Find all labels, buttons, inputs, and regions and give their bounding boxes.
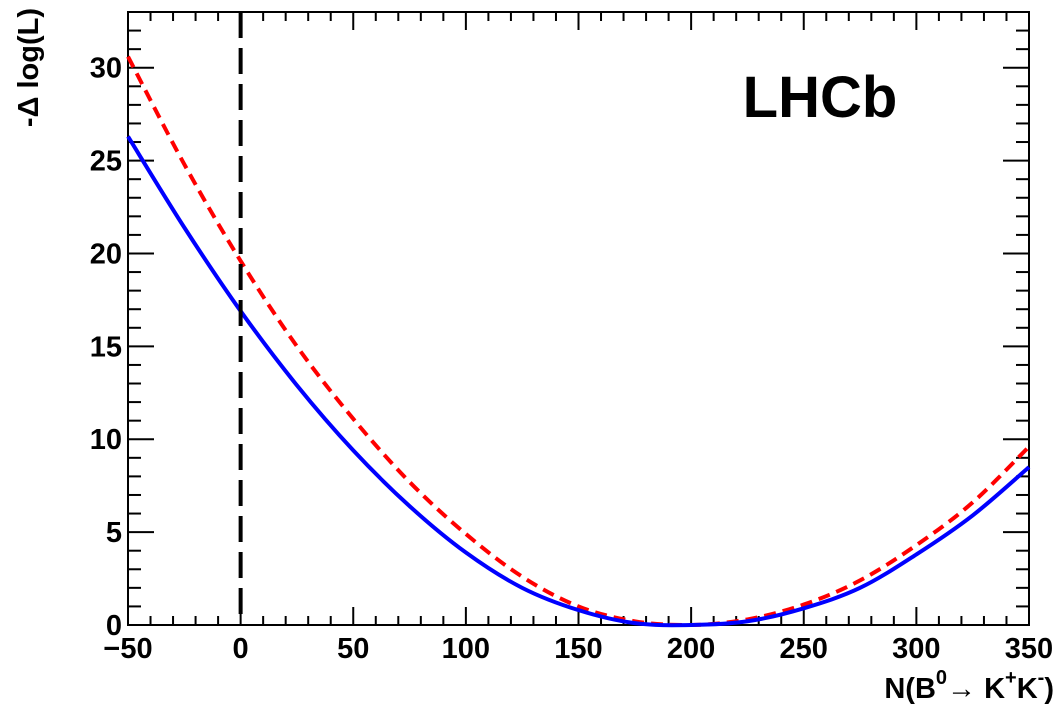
y-axis-label: -Δ log(L) [13, 8, 45, 127]
y-tick-label: 25 [90, 146, 122, 178]
x-tick-label: 200 [667, 633, 715, 665]
x-axis-label: N(B0→ K+K-) [884, 667, 1054, 705]
y-tick-label: 10 [90, 424, 122, 456]
lhcb-watermark: LHCb [743, 65, 898, 130]
y-tick-label: 15 [90, 331, 122, 363]
x-tick-label: 350 [1005, 633, 1053, 665]
x-tick-label: 150 [554, 633, 602, 665]
y-tick-label: 20 [90, 238, 122, 270]
solid-blue-curve [126, 135, 1031, 628]
dashed-red-curve [126, 55, 1031, 628]
x-tick-label: 0 [233, 633, 249, 665]
x-tick-label: 250 [780, 633, 828, 665]
x-tick-label: 100 [442, 633, 490, 665]
x-tick-label: 300 [892, 633, 940, 665]
series-layer [126, 55, 1031, 628]
y-axis-ticks: 0 5 10 15 20 25 30 [90, 11, 1029, 642]
y-tick-label: 5 [106, 517, 122, 549]
x-tick-label: 50 [337, 633, 369, 665]
x-tick-label: −50 [103, 633, 152, 665]
x-axis-ticks: −50 0 50 100 150 200 250 300 350 [103, 12, 1053, 665]
y-tick-label: 30 [90, 53, 122, 85]
y-tick-label: 0 [106, 610, 122, 642]
